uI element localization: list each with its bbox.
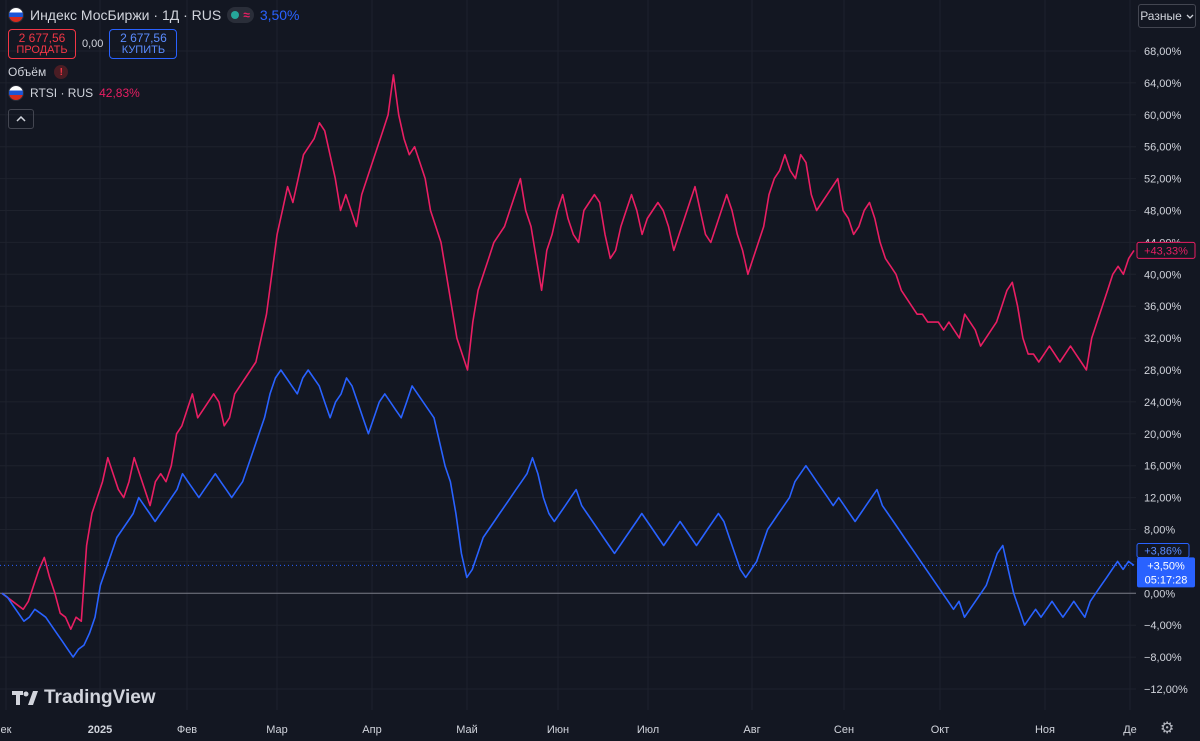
y-tick-label: 60,00% bbox=[1144, 110, 1182, 122]
imoex-last-value-label: +3,50% 05:17:28 bbox=[1137, 557, 1195, 588]
tradingview-logo[interactable]: TradingView bbox=[12, 687, 156, 709]
y-tick-label: 64,00% bbox=[1144, 78, 1182, 90]
spread-value: 0,00 bbox=[82, 38, 104, 50]
chevron-up-icon[interactable] bbox=[8, 109, 34, 129]
trade-buttons: 2 677,56 ПРОДАТЬ 0,00 2 677,56 КУПИТЬ bbox=[8, 29, 300, 59]
buy-label: КУПИТЬ bbox=[121, 44, 166, 56]
x-tick-label: Мар bbox=[266, 724, 288, 736]
x-tick-label: Июл bbox=[637, 724, 659, 736]
buy-button[interactable]: 2 677,56 КУПИТЬ bbox=[109, 29, 178, 59]
sell-button[interactable]: 2 677,56 ПРОДАТЬ bbox=[8, 29, 76, 59]
sell-price: 2 677,56 bbox=[18, 31, 66, 45]
main-symbol-row[interactable]: Индекс МосБиржи · 1Д · RUS ≈ 3,50% bbox=[8, 5, 300, 25]
y-tick-label: 8,00% bbox=[1144, 525, 1175, 537]
compare-symbol-row[interactable]: RTSI · RUS 42,83% bbox=[8, 83, 300, 103]
y-tick-label: −4,00% bbox=[1144, 620, 1182, 632]
sell-label: ПРОДАТЬ bbox=[16, 44, 68, 56]
y-tick-label: 20,00% bbox=[1144, 429, 1182, 441]
svg-text:+3,86%: +3,86% bbox=[1144, 546, 1182, 558]
rtsi-series-line[interactable] bbox=[1, 74, 1135, 631]
y-tick-label: 12,00% bbox=[1144, 493, 1182, 505]
buy-price: 2 677,56 bbox=[120, 31, 167, 45]
x-tick-label: ек bbox=[1, 724, 12, 736]
svg-text:+43,33%: +43,33% bbox=[1144, 245, 1188, 257]
svg-text:05:17:28: 05:17:28 bbox=[1145, 574, 1188, 586]
main-symbol-title[interactable]: Индекс МосБиржи · 1Д · RUS bbox=[30, 7, 222, 23]
russia-flag-icon bbox=[8, 7, 24, 23]
y-tick-label: 28,00% bbox=[1144, 365, 1182, 377]
y-tick-label: 52,00% bbox=[1144, 174, 1182, 186]
y-tick-label: 56,00% bbox=[1144, 142, 1182, 154]
volume-label: Объём bbox=[8, 65, 47, 79]
y-tick-label: 32,00% bbox=[1144, 333, 1182, 345]
chevron-down-icon bbox=[1186, 14, 1194, 19]
compare-symbol-change: 42,83% bbox=[99, 86, 140, 100]
y-tick-label: 24,00% bbox=[1144, 397, 1182, 409]
x-tick-label: Ноя bbox=[1035, 724, 1055, 736]
x-tick-label: Май bbox=[456, 724, 478, 736]
main-symbol-change: 3,50% bbox=[259, 7, 300, 23]
x-tick-label: Авг bbox=[743, 724, 760, 736]
x-tick-label: Апр bbox=[362, 724, 381, 736]
market-status-pill[interactable]: ≈ bbox=[227, 7, 254, 23]
y-tick-label: 0,00% bbox=[1144, 588, 1175, 600]
gear-icon[interactable]: ⚙ bbox=[1160, 720, 1175, 737]
y-tick-label: 48,00% bbox=[1144, 206, 1182, 218]
y-tick-label: 36,00% bbox=[1144, 301, 1182, 313]
imoex-secondary-label: +3,86% bbox=[1136, 543, 1190, 559]
y-tick-label: 16,00% bbox=[1144, 461, 1182, 473]
tradingview-logo-icon bbox=[12, 691, 38, 705]
warning-icon[interactable]: ! bbox=[54, 65, 69, 79]
scale-mode-label: Разные bbox=[1140, 9, 1182, 23]
x-tick-label: 2025 bbox=[88, 724, 112, 736]
y-tick-label: 40,00% bbox=[1144, 269, 1182, 281]
logo-text: TradingView bbox=[44, 687, 156, 708]
x-tick-label: Де bbox=[1123, 724, 1137, 736]
x-tick-label: Фев bbox=[177, 724, 197, 736]
compare-symbol-name[interactable]: RTSI · RUS bbox=[30, 86, 94, 100]
market-open-dot-icon bbox=[231, 11, 240, 19]
chart-legend: Индекс МосБиржи · 1Д · RUS ≈ 3,50% 2 677… bbox=[8, 5, 300, 129]
rtsi-last-value-label: +43,33% bbox=[1136, 241, 1196, 259]
x-tick-label: Окт bbox=[931, 724, 950, 736]
imoex-series-line[interactable] bbox=[1, 369, 1135, 658]
y-tick-label: −12,00% bbox=[1144, 684, 1188, 696]
x-tick-label: Сен bbox=[834, 724, 854, 736]
svg-text:+3,50%: +3,50% bbox=[1147, 560, 1185, 572]
x-tick-label: Июн bbox=[547, 724, 569, 736]
scale-mode-dropdown[interactable]: Разные bbox=[1138, 4, 1196, 28]
y-tick-label: −8,00% bbox=[1144, 652, 1182, 664]
russia-flag-icon bbox=[8, 85, 24, 101]
y-tick-label: 68,00% bbox=[1144, 46, 1182, 58]
volume-indicator-row[interactable]: Объём ! bbox=[8, 65, 300, 79]
approx-icon: ≈ bbox=[243, 8, 250, 22]
